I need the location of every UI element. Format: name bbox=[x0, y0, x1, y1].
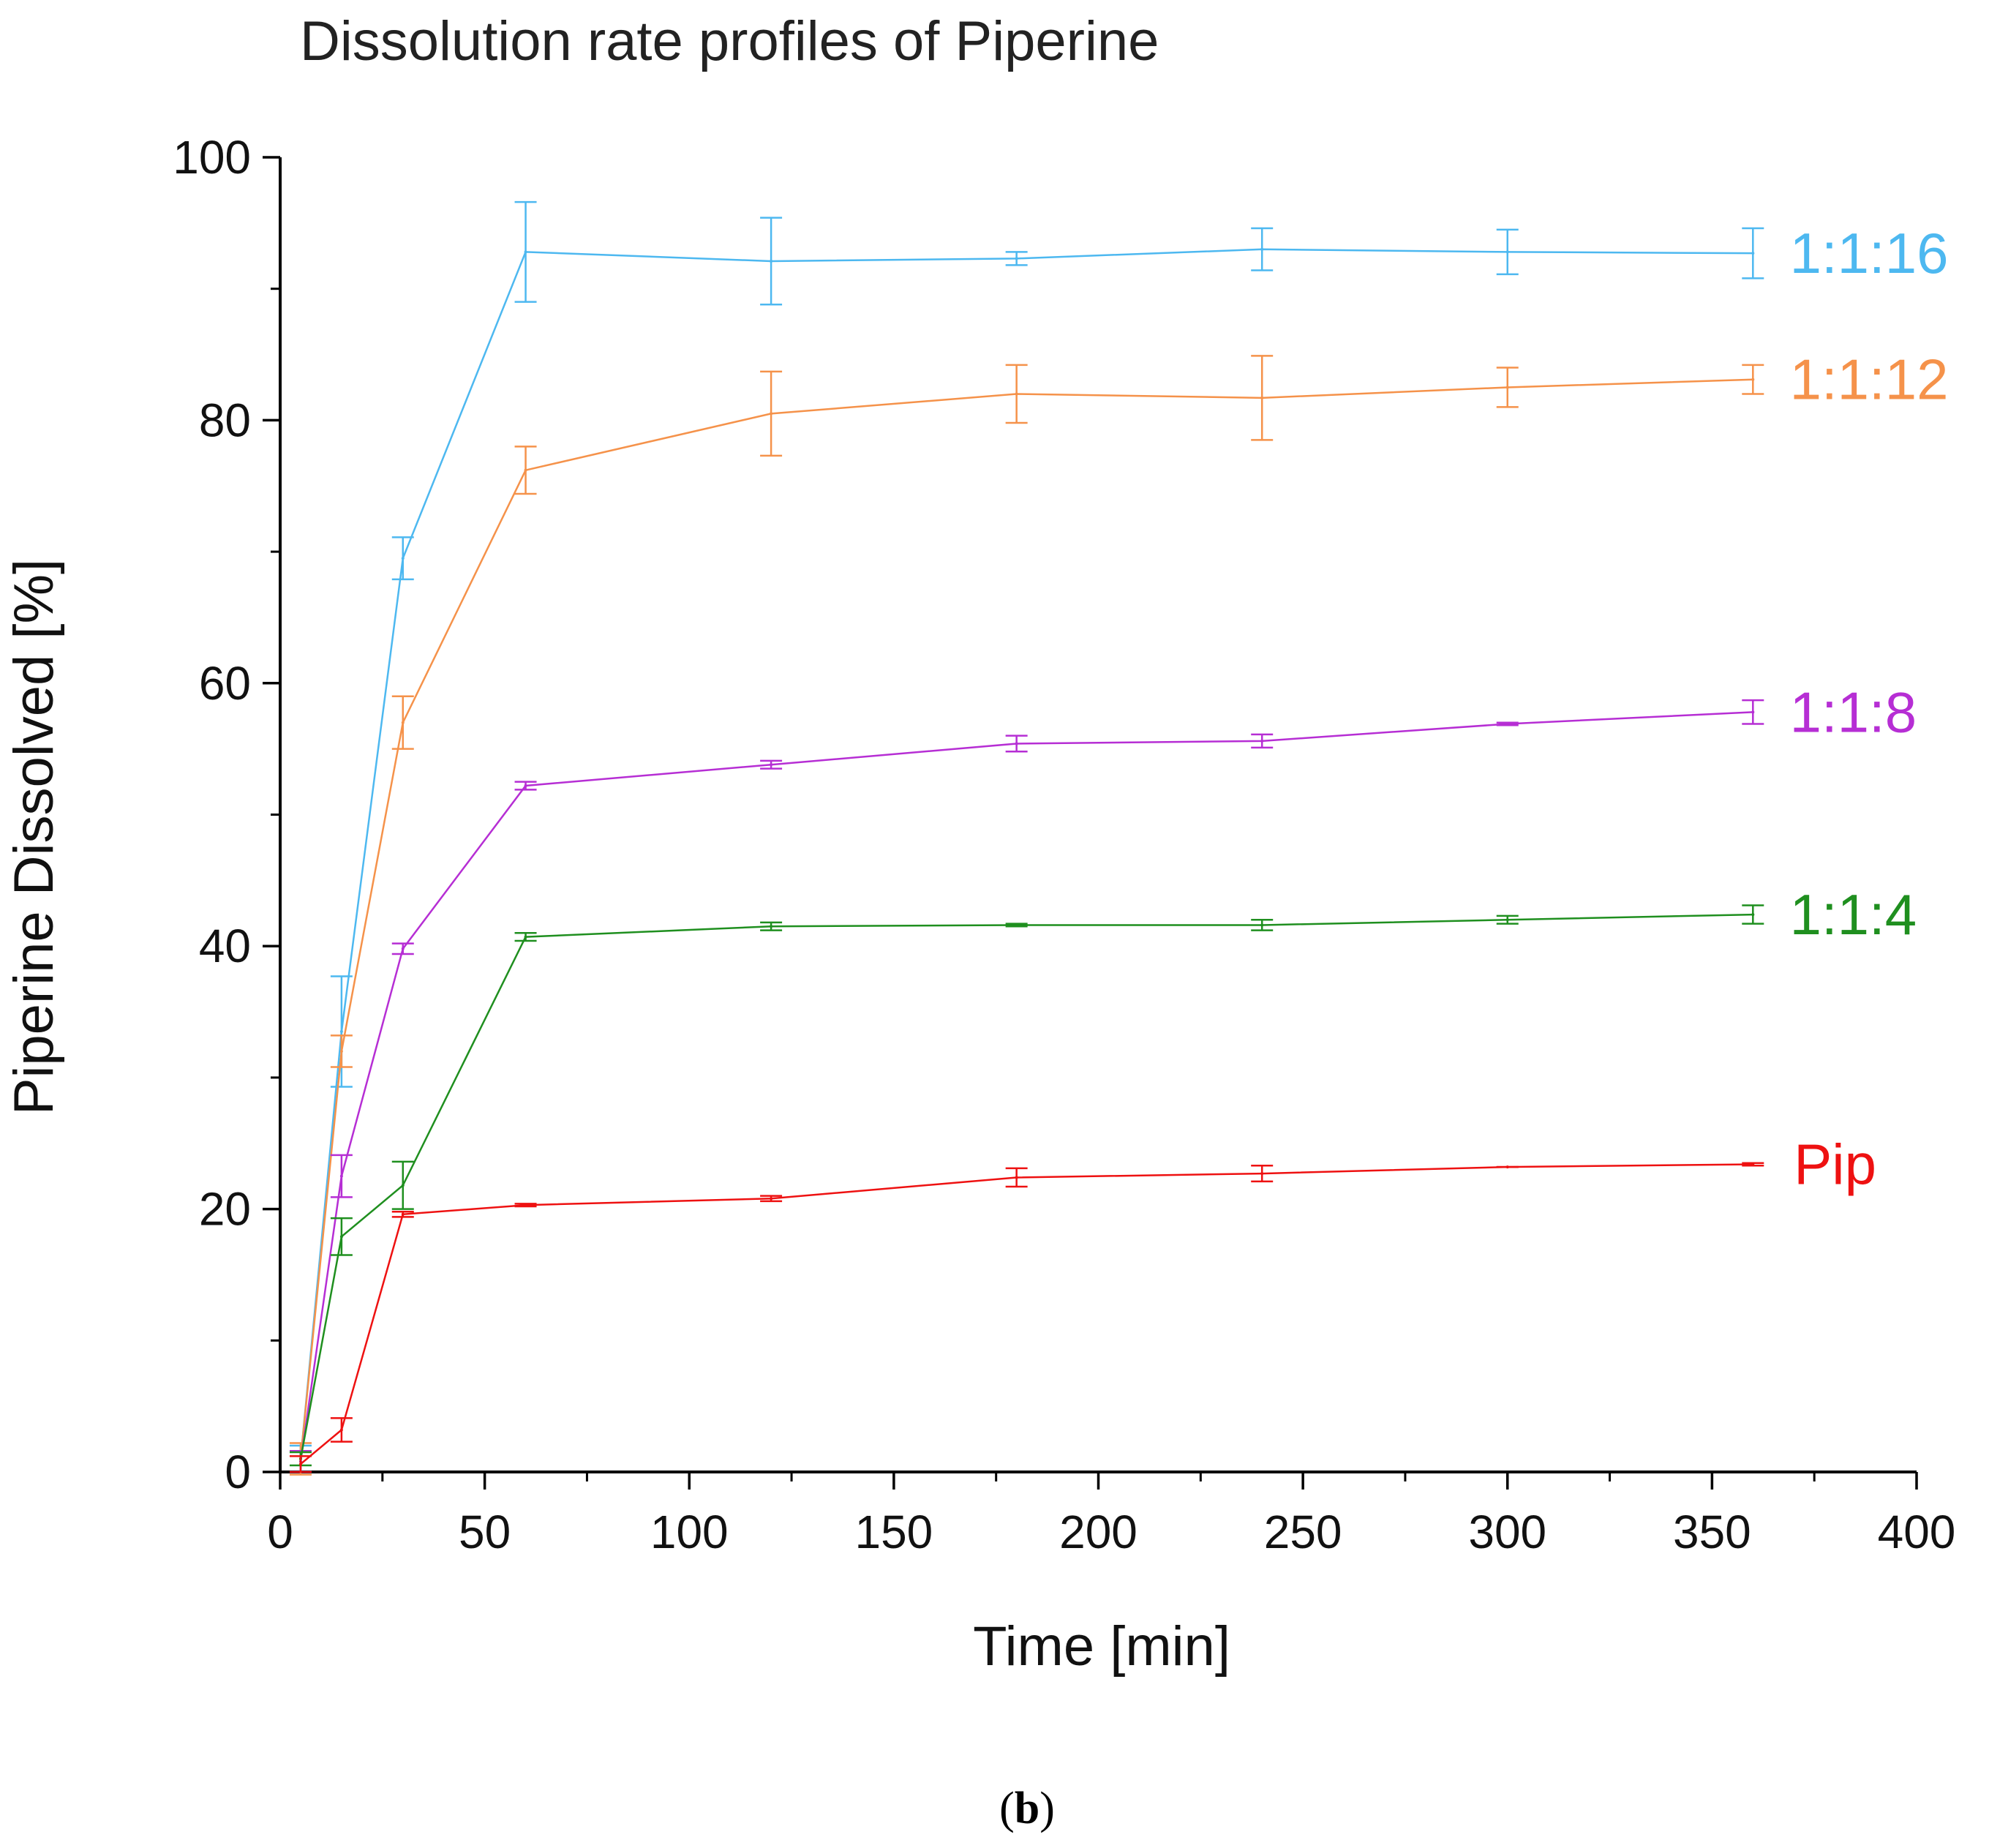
series-line-1-1-8 bbox=[299, 711, 1753, 1462]
data-point bbox=[1260, 739, 1264, 743]
series-1-1-8: 1:1:8 bbox=[289, 680, 1917, 1473]
data-point bbox=[524, 935, 527, 939]
chart-title: Dissolution rate profiles of Piperine bbox=[300, 10, 1159, 72]
data-point bbox=[339, 1174, 343, 1178]
data-point bbox=[770, 259, 773, 263]
data-point bbox=[401, 557, 405, 560]
panel-label-letter: b bbox=[1015, 1784, 1039, 1833]
y-tick-label: 100 bbox=[173, 131, 251, 184]
panel-label: (b) bbox=[999, 1784, 1055, 1833]
data-point bbox=[1505, 250, 1509, 254]
y-axis-title: Piperine Dissolved [%] bbox=[3, 559, 65, 1115]
data-point bbox=[1260, 923, 1264, 927]
x-tick-label: 300 bbox=[1468, 1506, 1546, 1558]
data-point bbox=[524, 1203, 527, 1207]
y-tick-label: 60 bbox=[199, 657, 251, 710]
data-point bbox=[339, 1030, 343, 1034]
series-layer: 1:1:16 1:1:12 1:1:8 1:1:4 Pip bbox=[289, 200, 1949, 1476]
data-point bbox=[1751, 378, 1755, 381]
axes: 0 50 100 150 200 250 300 350 400 0 20 40 60 80 100 bbox=[173, 131, 1955, 1558]
series-1-1-12: 1:1:12 bbox=[289, 348, 1949, 1476]
x-tick-label: 50 bbox=[459, 1506, 511, 1558]
series-1-1-16: 1:1:16 bbox=[289, 200, 1949, 1473]
y-tick-label: 20 bbox=[199, 1183, 251, 1236]
data-point bbox=[401, 1184, 405, 1187]
panel-label-open: ( bbox=[999, 1784, 1015, 1833]
x-tick-label: 150 bbox=[854, 1506, 933, 1558]
x-axis-title: Time [min] bbox=[973, 1615, 1230, 1678]
data-point bbox=[1505, 1165, 1509, 1169]
data-point bbox=[1015, 923, 1018, 927]
data-point bbox=[339, 1049, 343, 1053]
series-label-1-1-4: 1:1:4 bbox=[1790, 882, 1917, 947]
data-point bbox=[1260, 396, 1264, 399]
data-point bbox=[770, 925, 773, 928]
y-tick-label: 80 bbox=[199, 394, 251, 446]
data-point bbox=[401, 947, 405, 950]
data-point bbox=[1015, 1176, 1018, 1179]
data-point bbox=[1751, 710, 1755, 714]
series-label-1-1-8: 1:1:8 bbox=[1790, 680, 1917, 744]
data-point bbox=[524, 784, 527, 787]
x-tick-label: 100 bbox=[650, 1506, 729, 1558]
data-point bbox=[1505, 918, 1509, 922]
data-point bbox=[1751, 913, 1755, 917]
data-point bbox=[1015, 392, 1018, 396]
data-point bbox=[298, 1462, 302, 1466]
x-tick-label: 400 bbox=[1878, 1506, 1956, 1558]
data-point bbox=[1505, 722, 1509, 726]
data-point bbox=[1505, 386, 1509, 389]
x-tick-label: 250 bbox=[1264, 1506, 1342, 1558]
series-line-1-1-16 bbox=[299, 248, 1753, 1460]
data-point bbox=[339, 1235, 343, 1239]
data-point bbox=[770, 763, 773, 767]
data-point bbox=[770, 1197, 773, 1201]
x-tick-label: 350 bbox=[1673, 1506, 1751, 1558]
data-point bbox=[524, 468, 527, 472]
data-point bbox=[1751, 252, 1755, 255]
data-point bbox=[1260, 1172, 1264, 1176]
series-label-1-1-16: 1:1:16 bbox=[1790, 221, 1949, 285]
series-label-1-1-12: 1:1:12 bbox=[1790, 348, 1949, 412]
series-pip: Pip bbox=[289, 1133, 1876, 1473]
data-point bbox=[1015, 742, 1018, 745]
data-point bbox=[401, 1212, 405, 1216]
series-line-pip bbox=[300, 1163, 1753, 1465]
y-tick-label: 0 bbox=[225, 1446, 251, 1498]
x-tick-label: 200 bbox=[1059, 1506, 1138, 1558]
x-tick-label: 0 bbox=[267, 1506, 293, 1558]
panel-label-close: ) bbox=[1039, 1784, 1055, 1833]
data-point bbox=[339, 1428, 343, 1432]
y-tick-label: 40 bbox=[199, 920, 251, 972]
data-point bbox=[524, 250, 527, 254]
data-point bbox=[1751, 1162, 1755, 1166]
data-point bbox=[1015, 257, 1018, 260]
series-1-1-4: 1:1:4 bbox=[289, 882, 1917, 1467]
data-point bbox=[1260, 247, 1264, 251]
series-label-pip: Pip bbox=[1794, 1133, 1876, 1197]
data-point bbox=[770, 412, 773, 416]
data-point bbox=[401, 721, 405, 724]
